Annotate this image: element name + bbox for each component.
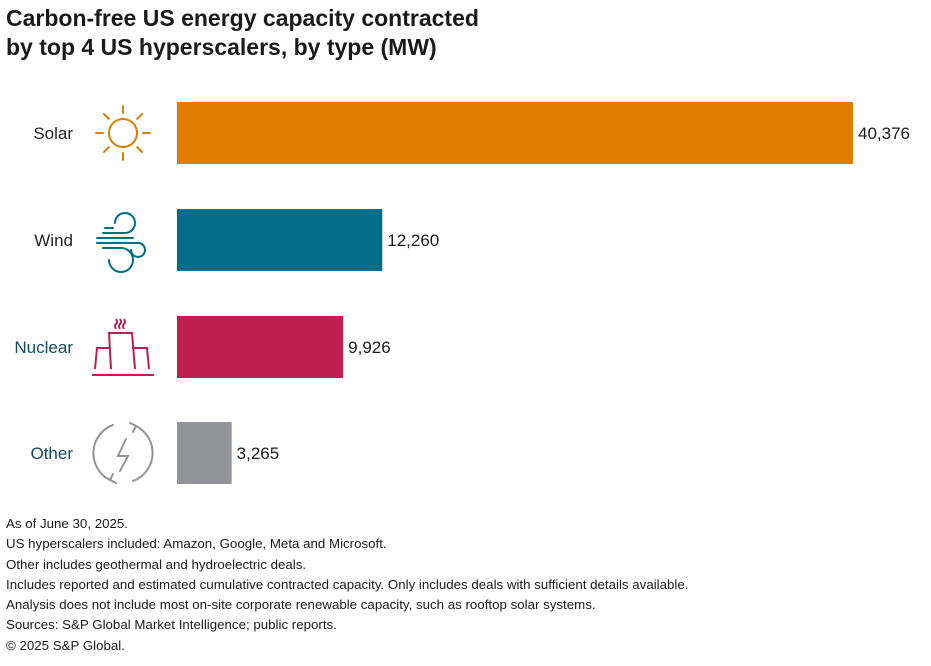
note: Sources: S&P Global Market Intelligence;… xyxy=(6,617,337,633)
wind-icon xyxy=(96,212,146,273)
note: © 2025 S&P Global. xyxy=(6,637,125,653)
bar-chart: Solar 40,376 Wind 12,260 Nuclear 9,926 Other 3,… xyxy=(14,102,910,484)
renewable-energy-icon xyxy=(92,422,154,484)
note: As of June 30, 2025. xyxy=(6,516,128,531)
category-label: Other xyxy=(30,444,73,463)
note: US hyperscalers included: Amazon, Google… xyxy=(6,536,387,552)
category-label: Nuclear xyxy=(14,338,73,357)
category-label: Solar xyxy=(33,124,73,143)
bar-other xyxy=(177,422,232,484)
note: Analysis does not include most on-site c… xyxy=(6,597,596,613)
data-label: 40,376 xyxy=(858,124,910,143)
data-label: 3,265 xyxy=(237,444,280,463)
bar-solar xyxy=(177,102,853,164)
data-label: 12,260 xyxy=(387,231,439,250)
sun-icon xyxy=(95,105,151,161)
category-label: Wind xyxy=(34,231,73,250)
bar-wind xyxy=(177,209,383,271)
chart-title: Carbon-free US energy capacity contracte… xyxy=(6,4,479,62)
note: Other includes geothermal and hydroelect… xyxy=(6,556,307,572)
title-line-1: Carbon-free US energy capacity contracte… xyxy=(6,5,479,31)
note: Includes reported and estimated cumulati… xyxy=(6,576,689,592)
footnotes: As of June 30, 2025. US hyperscalers inc… xyxy=(6,514,688,656)
factory-icon xyxy=(92,318,154,376)
data-label: 9,926 xyxy=(348,338,391,357)
title-line-2: by top 4 US hyperscalers, by type (MW) xyxy=(6,34,437,60)
bar-nuclear xyxy=(177,316,344,378)
